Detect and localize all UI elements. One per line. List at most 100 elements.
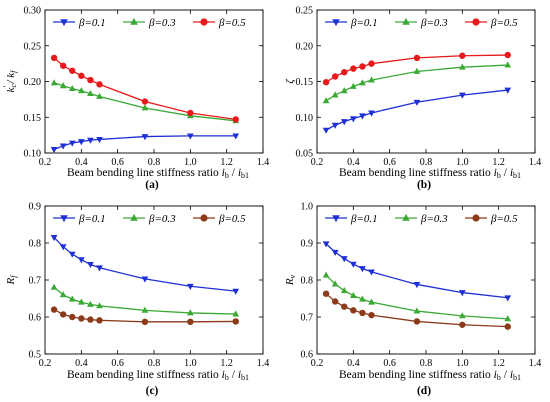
x-tick-label: 0.6: [383, 157, 396, 168]
panel-d-xlabel-slash: /: [501, 369, 510, 381]
data-point: [322, 290, 330, 297]
data-point: [186, 283, 194, 290]
panel-c: 0.2 0.4 0.6 0.8 1.0 1.2 1.4 0.5 0.6 0.7 0.8 0.9 β=0…: [5, 202, 269, 398]
x-tick-label: 0.2: [311, 157, 324, 168]
data-point: [69, 67, 76, 74]
legend-marker: [402, 213, 410, 221]
panel-c-ylabel-sub: f: [9, 274, 18, 278]
data-point: [322, 127, 330, 134]
data-point: [50, 79, 58, 86]
x-tick-label: 1.2: [492, 358, 505, 369]
data-point: [359, 266, 366, 273]
x-tick-label: 1.2: [220, 157, 233, 168]
panel-a-marks: β=0.1 β=0.3 β=0.5: [50, 17, 246, 154]
data-point: [322, 271, 330, 278]
y-tick-label: 0.20: [24, 77, 42, 88]
panel-a-ylabel-main: k: [5, 86, 17, 92]
data-point: [340, 287, 348, 294]
series-line-1: [325, 89, 508, 131]
data-point: [349, 261, 357, 268]
panel-a-label: (a): [145, 179, 159, 191]
data-point: [413, 67, 421, 74]
data-point: [141, 104, 149, 111]
data-point: [87, 137, 94, 144]
series-line-1: [53, 236, 236, 292]
data-point: [368, 110, 375, 117]
data-point: [458, 290, 466, 297]
data-point: [504, 323, 511, 330]
data-point: [340, 119, 348, 126]
panel-d-ylabel-main: R: [284, 278, 296, 286]
y-tick-label: 0.8: [301, 276, 314, 287]
panel-b-xlabel-s2: b1: [513, 171, 521, 180]
y-tick-label: 0.7: [301, 313, 314, 324]
y-tick-label: 0.9: [301, 239, 314, 250]
panel-d-xlabel-s2: b1: [513, 373, 521, 382]
panel-a-xlabel-i1: i: [222, 167, 225, 179]
data-point: [68, 84, 76, 92]
panel-a-ylabel-sup: ': [2, 86, 11, 88]
x-tick-label: 0.8: [148, 358, 161, 369]
data-point: [69, 313, 76, 321]
data-point: [96, 92, 103, 99]
x-tick-label: 0.2: [311, 358, 324, 369]
data-point: [504, 315, 512, 322]
data-point: [413, 99, 421, 106]
panel-c-xlabel-s1: b: [225, 373, 229, 382]
x-tick-label: 1.0: [184, 358, 197, 369]
data-point: [141, 134, 149, 141]
panel-a-ylabel-sep: / k: [5, 72, 17, 87]
panel-b-xlabel-i1: i: [494, 167, 497, 179]
legend-marker: [130, 17, 138, 25]
data-point: [359, 295, 366, 302]
x-tick-label: 0.8: [420, 157, 433, 168]
panel-b-xlabel: Beam bending line stiffness ratio ib / i…: [339, 167, 521, 180]
data-point: [77, 257, 85, 264]
data-point: [59, 143, 67, 150]
data-point: [59, 62, 67, 69]
legend-label: β=0.1: [78, 213, 106, 225]
data-point: [59, 311, 67, 318]
data-point: [87, 262, 94, 269]
data-point: [68, 251, 76, 258]
data-point: [187, 109, 194, 117]
x-tick-label: 0.4: [347, 358, 360, 369]
data-point: [459, 321, 466, 328]
panel-c-xlabel-slash: /: [229, 369, 238, 381]
panel-a-xlabel-s2: b1: [241, 171, 249, 180]
panel-c-marks: β=0.1 β=0.3 β=0.5: [50, 213, 246, 326]
panel-d-marks: β=0.1 β=0.3 β=0.5: [322, 213, 518, 330]
legend-marker: [60, 19, 68, 27]
data-point: [232, 318, 239, 325]
data-point: [96, 302, 103, 309]
y-tick-label: 0.5: [29, 350, 42, 361]
data-point: [349, 82, 357, 89]
panel-d-xlabel-i1: i: [494, 369, 497, 381]
x-tick-label: 1.0: [456, 358, 469, 369]
panel-b: 0.2 0.4 0.6 0.8 1.0 1.2 1.4 0.05 0.10 0.15 0.20 0.2…: [284, 6, 541, 192]
data-point: [50, 306, 58, 313]
panel-b-xlabel-s1: b: [497, 171, 501, 180]
data-point: [59, 291, 67, 298]
data-point: [186, 309, 194, 316]
panel-a-ylabel-sub1: c: [9, 84, 18, 88]
x-tick-label: 0.4: [347, 157, 360, 168]
data-point: [368, 60, 375, 67]
y-tick-label: 0.20: [296, 41, 314, 52]
panel-c-label: (c): [146, 385, 159, 397]
panel-d-xlabel: Beam bending line stiffness ratio ib / i…: [339, 369, 521, 382]
y-tick-label: 0.05: [296, 149, 314, 160]
data-point: [50, 235, 58, 242]
data-point: [322, 97, 330, 104]
plot-frame: [316, 9, 536, 154]
data-point: [331, 122, 339, 129]
legend-label: β=0.1: [78, 17, 106, 29]
data-point: [359, 79, 366, 86]
panel-a-xlabel-i2: i: [238, 167, 241, 179]
data-point: [458, 312, 466, 319]
legend-label: β=0.3: [420, 17, 448, 29]
panel-c-xlabel: Beam bending line stiffness ratio ib / i…: [67, 369, 249, 382]
panel-d-axes: 0.2 0.4 0.6 0.8 1.0 1.2 1.4 0.6 0.7 0.8 0.9 1.0: [301, 202, 542, 370]
data-point: [413, 282, 421, 289]
data-point: [77, 87, 85, 94]
